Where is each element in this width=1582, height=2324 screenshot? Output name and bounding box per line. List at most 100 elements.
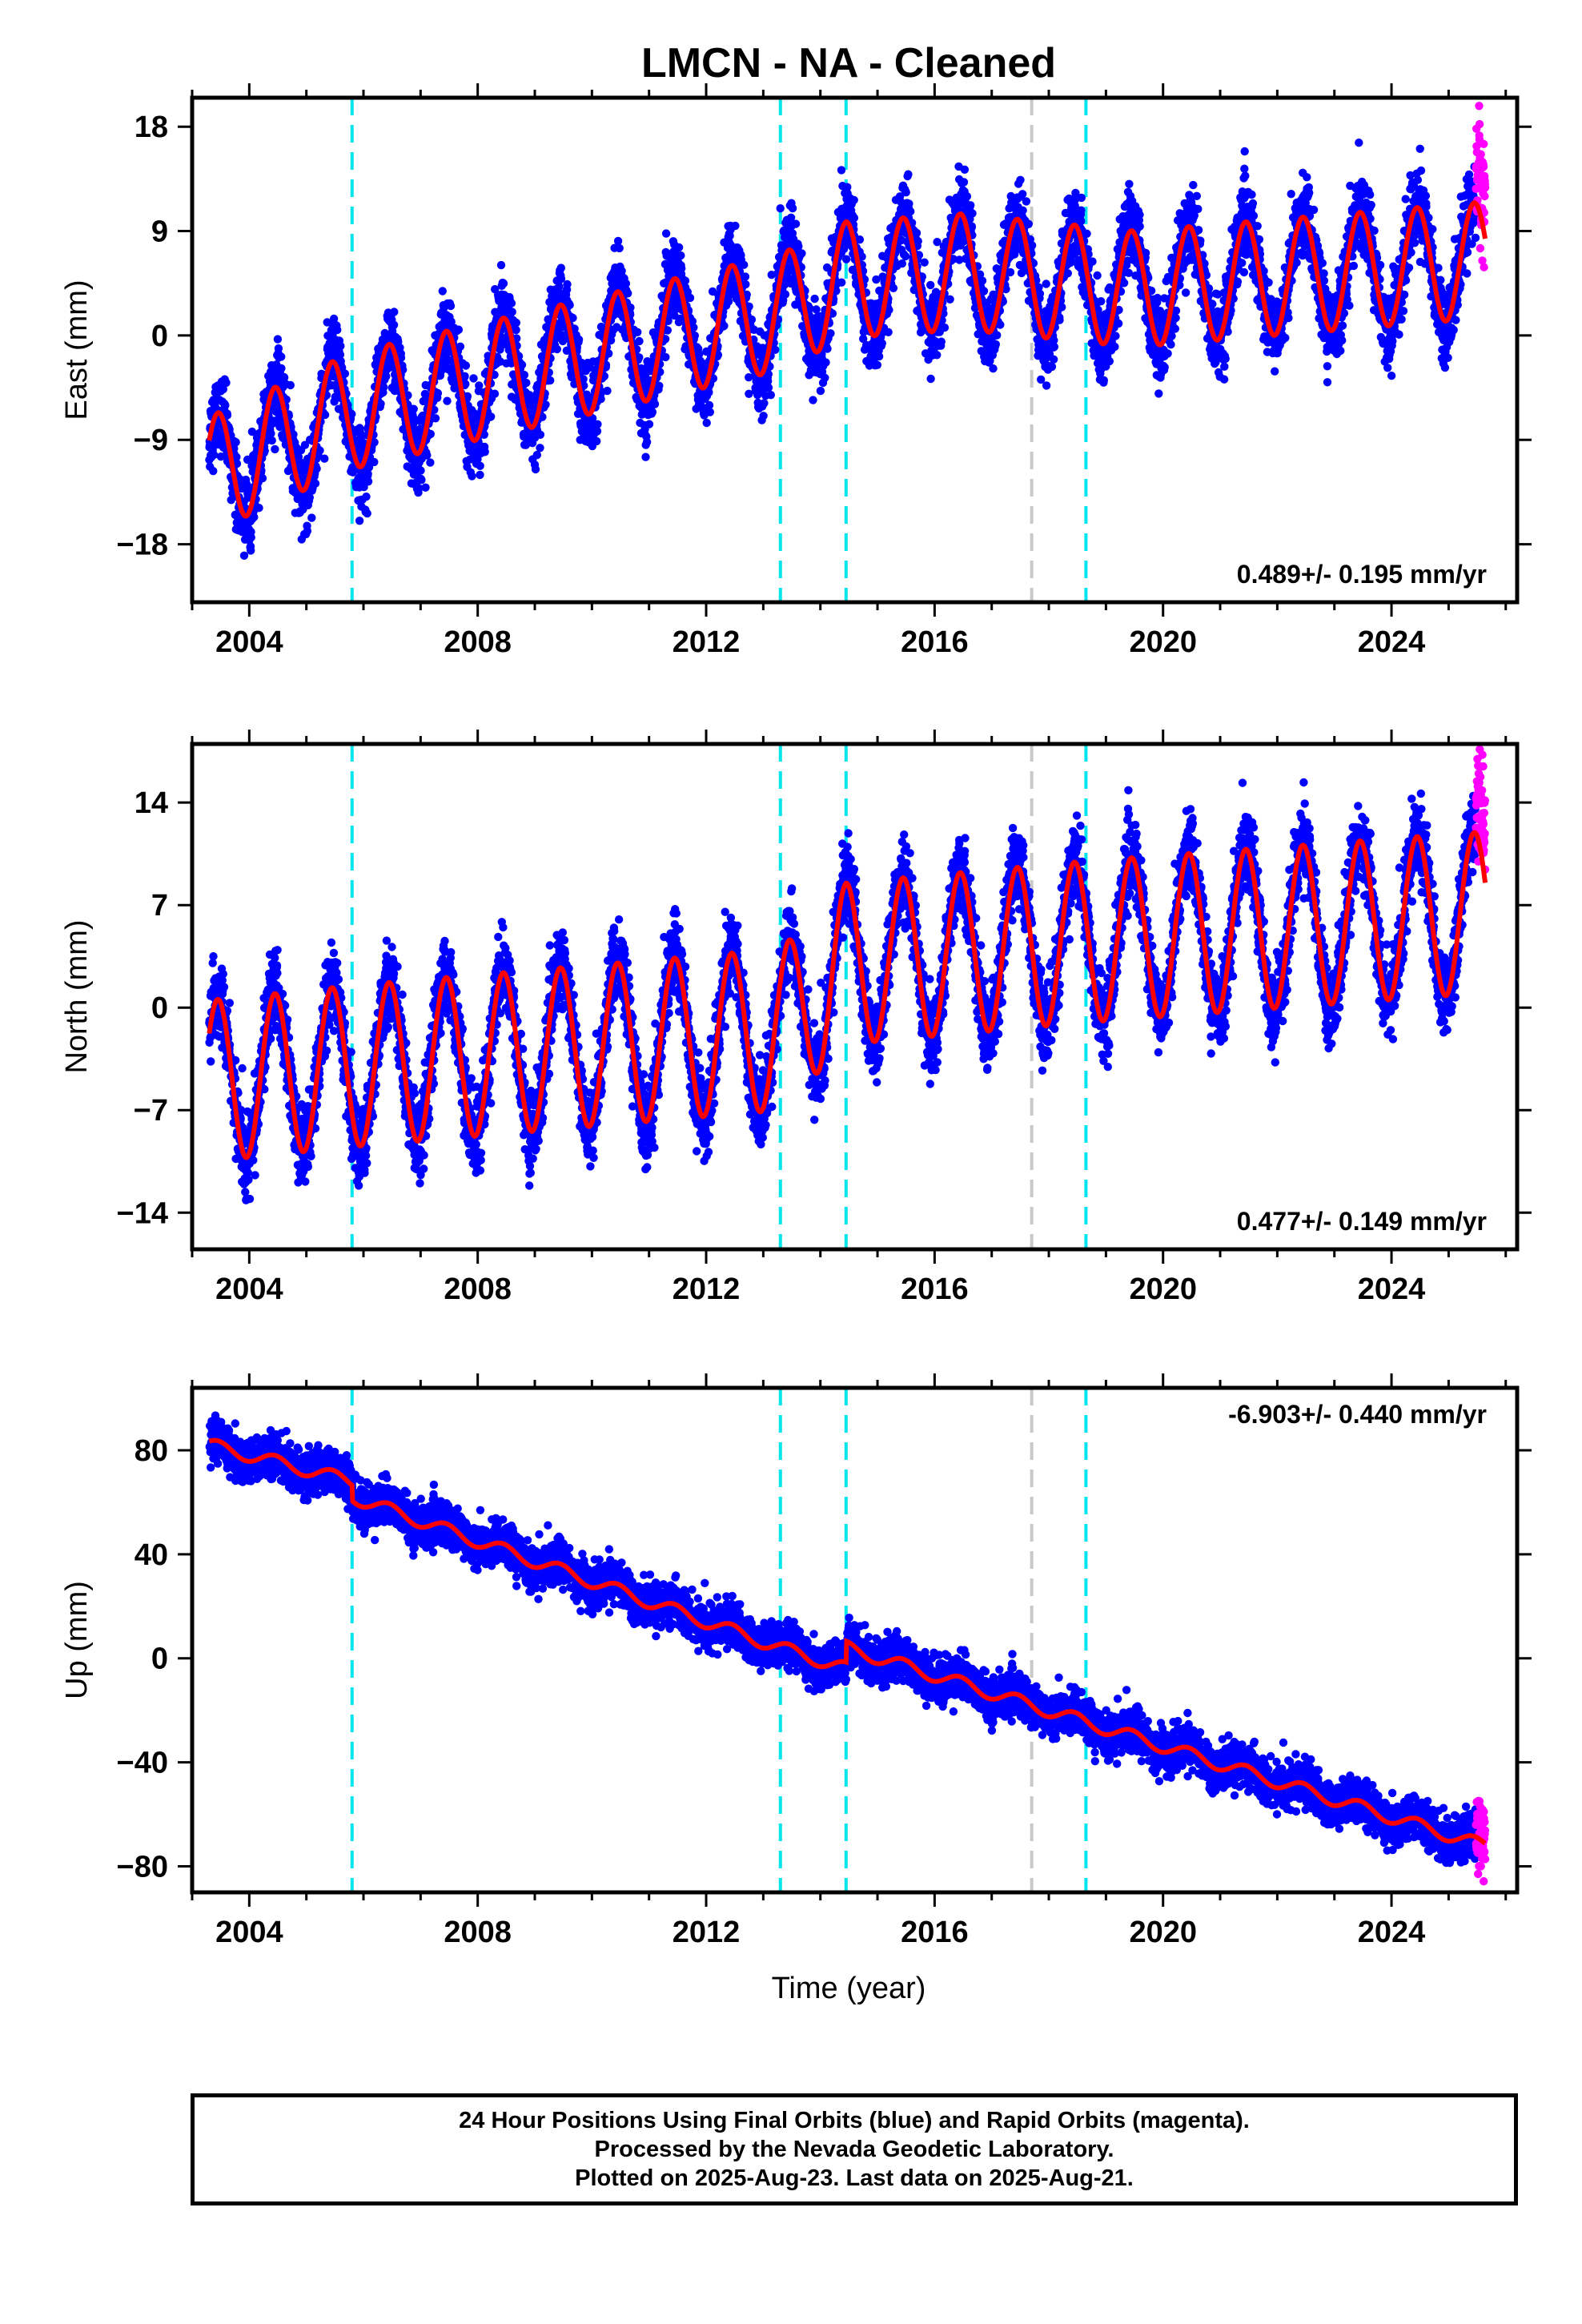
data-point (849, 213, 859, 223)
data-point (912, 228, 921, 238)
data-point (222, 378, 231, 388)
data-point (905, 199, 913, 208)
east-plot-area (205, 98, 1490, 602)
data-point (255, 504, 263, 513)
data-point (496, 260, 506, 270)
data-point (1022, 197, 1031, 206)
data-point (720, 321, 729, 331)
data-point (363, 469, 372, 478)
data-point (446, 301, 456, 311)
data-point (258, 474, 267, 483)
data-point (642, 437, 652, 447)
data-point (884, 328, 893, 336)
data-point (243, 455, 252, 464)
data-point (522, 378, 531, 388)
data-point (475, 381, 484, 390)
data-point (333, 325, 342, 335)
data-point (771, 345, 780, 354)
data-point (209, 450, 219, 460)
data-point (705, 408, 714, 416)
data-point (315, 446, 324, 455)
data-point (487, 412, 496, 421)
data-point (904, 170, 913, 179)
data-point (563, 279, 572, 289)
data-point (1016, 175, 1025, 184)
data-point (336, 341, 345, 351)
data-point (289, 430, 298, 439)
data-point (901, 251, 910, 261)
data-point (991, 340, 1001, 349)
data-point (279, 373, 289, 382)
data-point (209, 467, 218, 476)
data-point (966, 201, 975, 210)
data-point (340, 369, 350, 378)
data-point (363, 477, 373, 486)
data-point (1042, 279, 1050, 288)
data-point (520, 371, 529, 380)
data-point (456, 342, 465, 351)
data-point (552, 344, 561, 354)
data-point (364, 463, 374, 472)
data-point (901, 188, 910, 197)
data-point (979, 287, 989, 296)
data-point (300, 440, 310, 449)
data-point (335, 350, 345, 360)
data-point (396, 353, 406, 362)
data-point (993, 331, 1002, 340)
data-point (307, 513, 316, 522)
data-point (370, 457, 379, 467)
data-point (1035, 289, 1045, 298)
data-point (216, 452, 226, 461)
data-point (219, 384, 227, 394)
data-point (650, 400, 660, 408)
data-point (702, 418, 711, 428)
data-point (507, 299, 516, 308)
data-point (431, 414, 440, 423)
data-point (499, 279, 508, 288)
data-point (416, 466, 425, 475)
data-point (877, 339, 887, 348)
data-point (277, 364, 286, 373)
data-point (624, 289, 632, 298)
data-point (480, 448, 489, 456)
data-point (633, 328, 642, 336)
data-point (826, 329, 835, 338)
data-point (438, 287, 447, 296)
data-point (1047, 362, 1057, 372)
data-point (933, 351, 942, 360)
data-point (839, 244, 849, 254)
data-point (740, 260, 749, 269)
data-point (404, 391, 412, 400)
data-point (232, 452, 241, 461)
data-point (461, 361, 471, 370)
data-point (897, 259, 907, 268)
data-point (476, 461, 484, 470)
data-point (468, 472, 476, 480)
data-point (946, 295, 954, 304)
data-point (937, 337, 946, 346)
data-point (303, 526, 312, 536)
data-point (305, 493, 314, 502)
data-point (536, 430, 545, 439)
data-point (617, 267, 626, 275)
data-point (389, 320, 399, 329)
data-point (940, 323, 950, 332)
data-point (760, 399, 769, 408)
data-point (874, 352, 884, 361)
data-point (223, 411, 232, 420)
data-point (889, 283, 898, 292)
data-point (336, 356, 345, 366)
data-point (421, 483, 430, 492)
data-point (841, 255, 851, 263)
data-point (855, 235, 865, 244)
data-point (556, 263, 565, 272)
data-point (320, 410, 330, 420)
data-point (810, 294, 819, 304)
data-point (959, 178, 969, 187)
data-point (873, 360, 882, 369)
data-point (390, 308, 399, 316)
data-point (512, 318, 520, 328)
data-point (613, 236, 623, 246)
data-point (1049, 355, 1058, 364)
data-point (312, 464, 321, 473)
